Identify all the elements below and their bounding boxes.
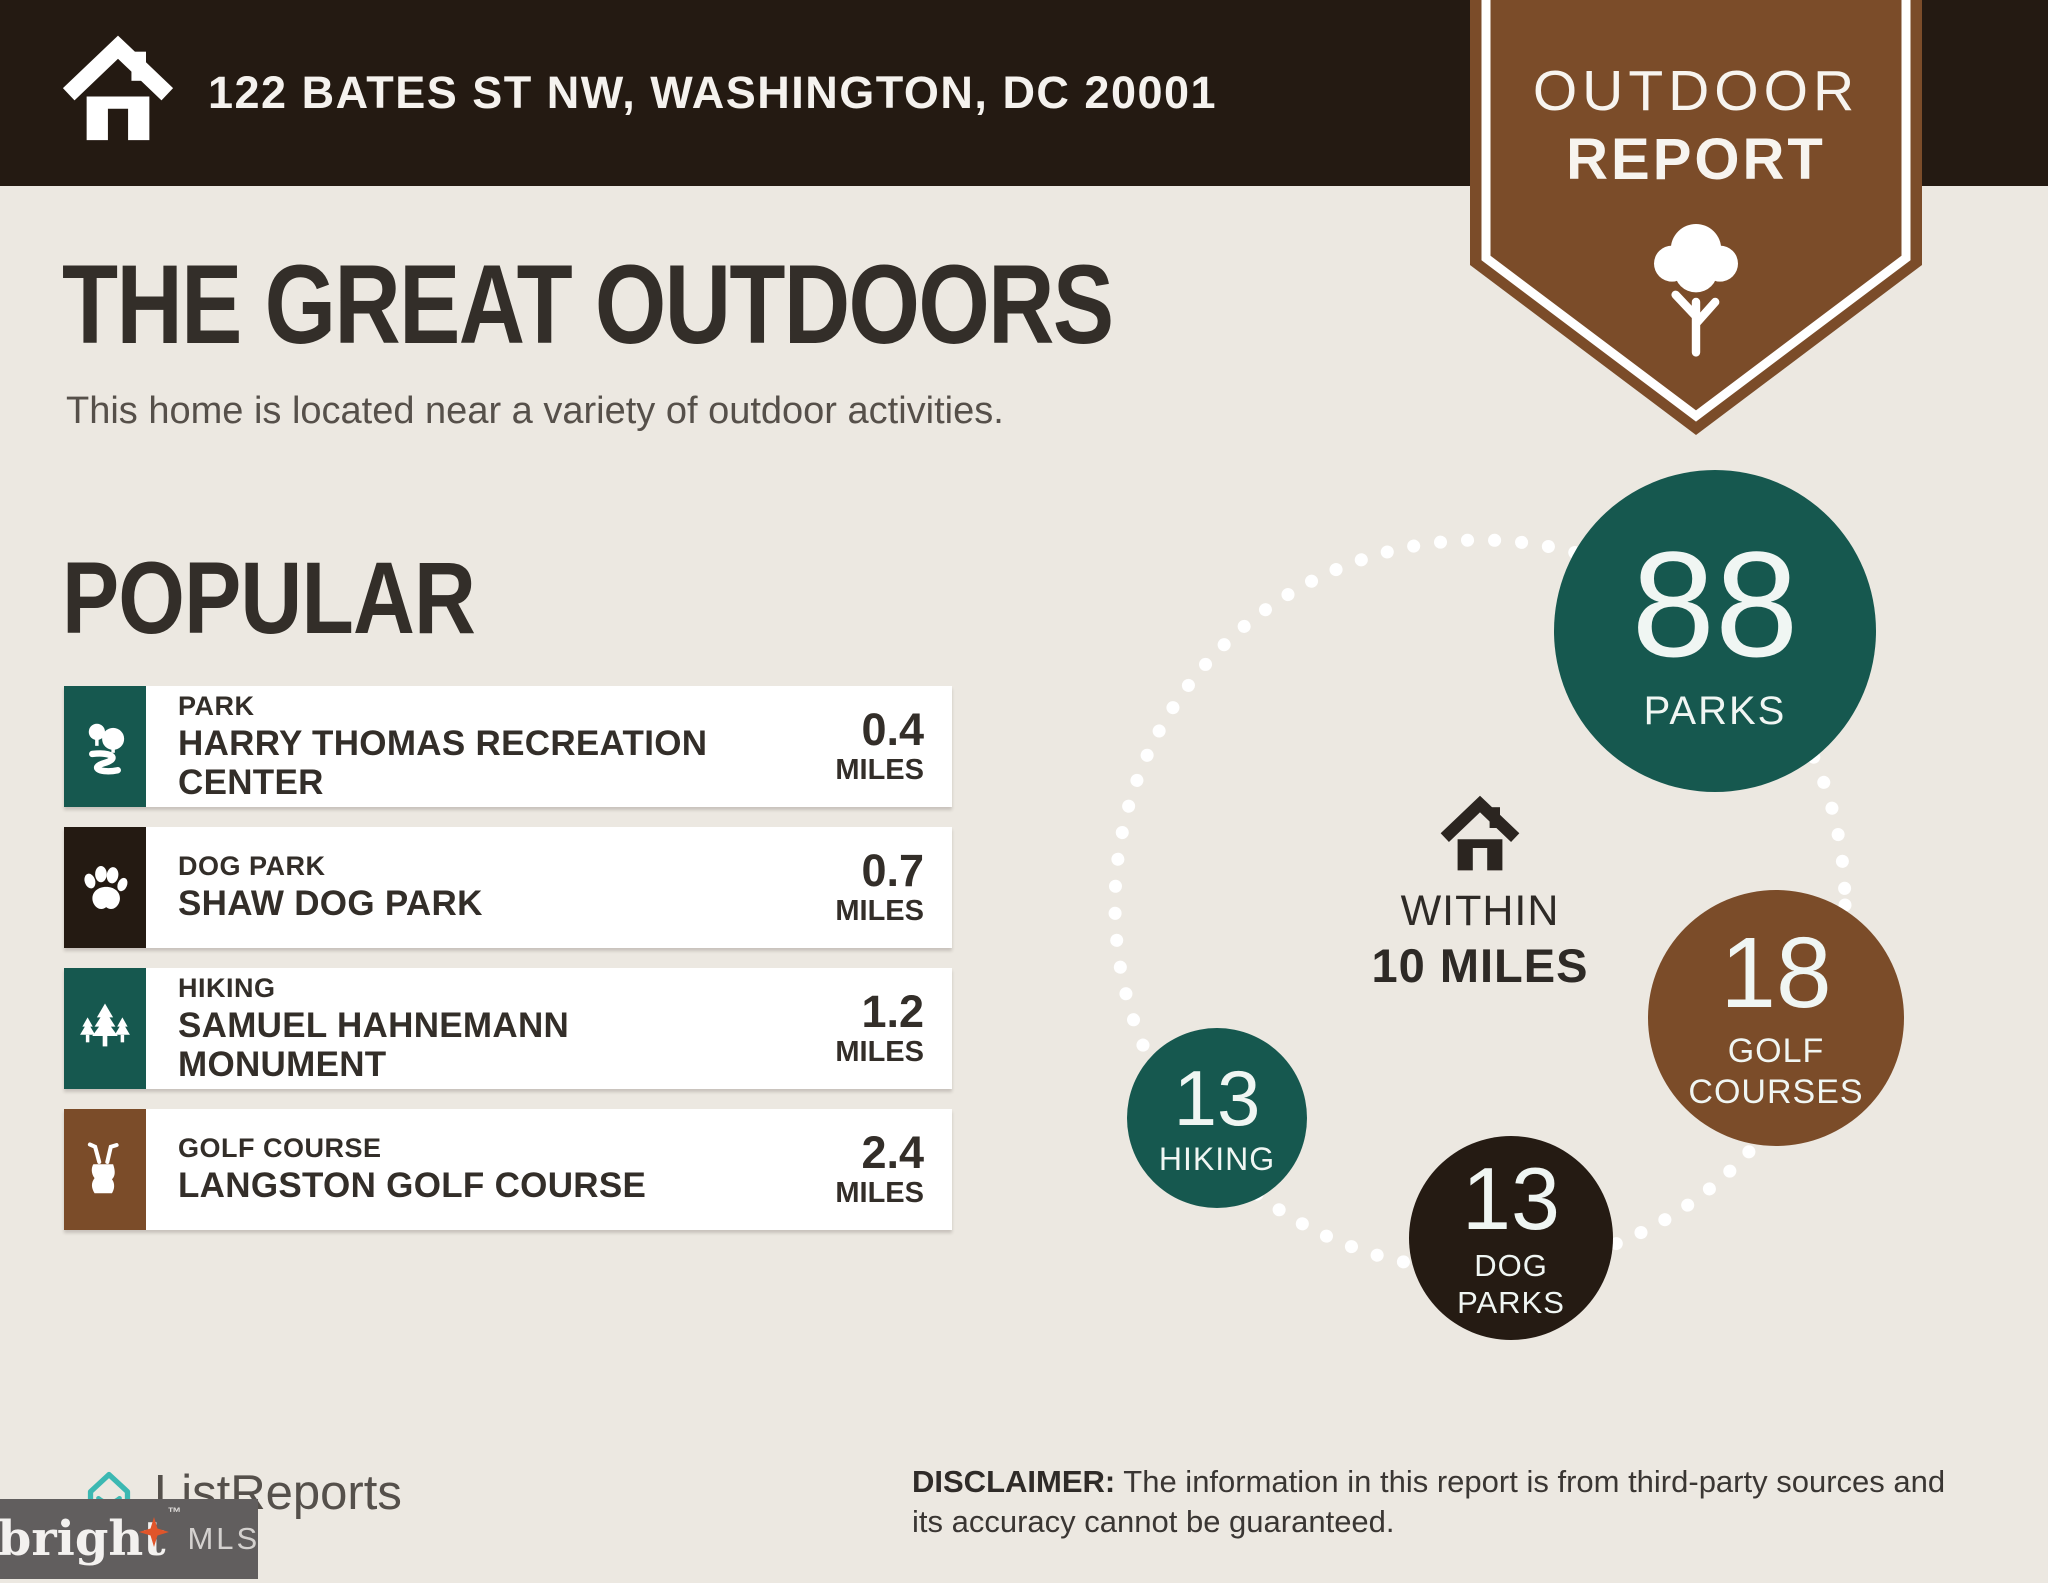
distance-value: 1.2	[861, 986, 924, 1038]
item-name: SHAW DOG PARK	[178, 884, 483, 924]
item-distance: 0.4 MILES	[759, 686, 952, 807]
item-category: DOG PARK	[178, 851, 326, 882]
bright-text: bright	[0, 1511, 166, 1567]
bubble-hiking: 13 HIKING	[1127, 1028, 1307, 1208]
bubble-dog-parks: 13 DOG PARKS	[1409, 1136, 1613, 1340]
radius-center-label: WITHIN 10 MILES	[1358, 795, 1602, 993]
distance-value: 0.4	[861, 704, 924, 756]
ribbon-pennant	[1470, 0, 1922, 435]
ribbon-line2: REPORT	[1566, 127, 1826, 192]
popular-heading: POPULAR	[62, 541, 476, 655]
list-item-text: HIKING SAMUEL HAHNEMANN MONUMENT	[146, 968, 759, 1089]
bubble-golf-courses: 18 GOLF COURSES	[1648, 890, 1904, 1146]
paw-icon	[64, 827, 146, 948]
distance-unit: MILES	[835, 1176, 924, 1209]
sparkle-star-icon	[139, 1517, 170, 1547]
parks-count: 88	[1631, 519, 1799, 688]
dog-parks-count: 13	[1462, 1148, 1560, 1248]
bright-mls-logo: bright ™ MLS	[0, 1499, 258, 1579]
list-item-text: GOLF COURSE LANGSTON GOLF COURSE	[146, 1109, 759, 1230]
item-name: SAMUEL HAHNEMANN MONUMENT	[178, 1006, 570, 1084]
item-distance: 2.4 MILES	[759, 1109, 952, 1230]
ribbon-line1: OUTDOOR	[1532, 59, 1860, 123]
distance-value: 2.4	[861, 1127, 924, 1179]
golf-count: 18	[1720, 917, 1832, 1030]
distance-unit: MILES	[835, 753, 924, 786]
list-item-dog-park: DOG PARK SHAW DOG PARK 0.7 MILES	[64, 827, 952, 948]
item-category: GOLF COURSE	[178, 1133, 382, 1164]
hiking-count: 13	[1173, 1053, 1261, 1142]
tree-icon	[1654, 224, 1738, 357]
golf-label: GOLF COURSES	[1688, 1032, 1864, 1111]
ribbon-title: OUTDOOR REPORT	[1470, 58, 1922, 193]
item-distance: 0.7 MILES	[759, 827, 952, 948]
outdoor-report-ribbon: OUTDOOR REPORT	[1470, 0, 1922, 450]
golf-bag-icon	[64, 1109, 146, 1230]
item-category: PARK	[178, 691, 255, 721]
radius-label: 10 MILES	[1371, 939, 1589, 992]
house-icon	[62, 35, 174, 141]
list-item-text: PARK HARRY THOMAS RECREATION CENTER	[146, 686, 759, 807]
page-title: THE GREAT OUTDOORS	[62, 242, 1114, 367]
list-item-hiking: HIKING SAMUEL HAHNEMANN MONUMENT 1.2 MIL…	[64, 968, 952, 1089]
list-item-golf: GOLF COURSE LANGSTON GOLF COURSE 2.4 MIL…	[64, 1109, 952, 1230]
trademark-symbol: ™	[167, 1504, 182, 1520]
disclaimer-text: The information in this report is from t…	[912, 1464, 1946, 1539]
popular-list: PARK HARRY THOMAS RECREATION CENTER 0.4 …	[64, 686, 952, 1250]
disclaimer: DISCLAIMER: The information in this repo…	[912, 1462, 1982, 1541]
bubble-parks: 88 PARKS	[1554, 470, 1876, 792]
distance-unit: MILES	[835, 1035, 924, 1068]
distance-unit: MILES	[835, 894, 924, 927]
mls-text: MLS	[187, 1521, 261, 1556]
item-category: HIKING	[178, 973, 276, 1003]
within-label: WITHIN	[1400, 887, 1560, 935]
item-distance: 1.2 MILES	[759, 968, 952, 1089]
bright-wordmark: bright ™	[0, 1505, 181, 1563]
property-address: 122 BATES ST NW, WASHINGTON, DC 20001	[208, 67, 1218, 118]
page-subtitle: This home is located near a variety of o…	[66, 390, 1004, 432]
pine-trees-icon	[64, 968, 146, 1089]
house-icon	[1440, 795, 1520, 871]
park-trees-icon	[64, 686, 146, 807]
parks-label: PARKS	[1643, 688, 1787, 733]
list-item-park: PARK HARRY THOMAS RECREATION CENTER 0.4 …	[64, 686, 952, 807]
dog-parks-label: DOG PARKS	[1457, 1247, 1565, 1320]
list-item-text: DOG PARK SHAW DOG PARK	[146, 827, 759, 948]
item-name: HARRY THOMAS RECREATION CENTER	[178, 724, 708, 802]
disclaimer-label: DISCLAIMER:	[912, 1464, 1116, 1499]
item-name: LANGSTON GOLF COURSE	[178, 1166, 647, 1206]
distance-value: 0.7	[861, 845, 924, 897]
hiking-label: HIKING	[1158, 1140, 1276, 1177]
